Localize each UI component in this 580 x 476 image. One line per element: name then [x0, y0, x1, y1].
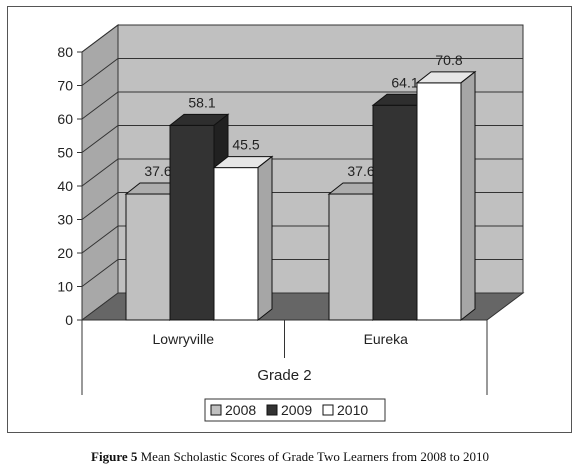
y-tick-label: 20 [57, 245, 73, 261]
data-label: 70.8 [435, 52, 462, 68]
caption-text: Mean Scholastic Scores of Grade Two Lear… [137, 449, 489, 464]
category-label: Eureka [364, 331, 409, 347]
y-tick-label: 60 [57, 111, 73, 127]
legend-label: 2009 [281, 402, 312, 418]
gridline [81, 24, 523, 53]
data-label: 64.1 [391, 74, 418, 90]
gridline [81, 91, 523, 120]
bar-chart: 0 10 20 30 40 50 60 70 80 37.6 58.1 45.5 Lowryville 3… [57, 24, 525, 422]
bar-2008-Lowryville [125, 193, 171, 321]
legend-swatch [210, 404, 222, 416]
bar-side [460, 70, 476, 322]
data-label: 45.5 [232, 137, 259, 153]
category-label: Lowryville [153, 331, 215, 347]
y-tick-label: 50 [57, 145, 73, 161]
y-tick-label: 80 [57, 44, 73, 60]
bar-2008-Eureka [328, 193, 374, 321]
bar-2009-Lowryville [169, 124, 215, 321]
bar-side [257, 155, 273, 322]
legend-label: 2010 [337, 402, 368, 418]
y-tick-label: 0 [65, 312, 73, 328]
data-label: 58.1 [188, 94, 215, 110]
y-tick-label: 40 [57, 178, 73, 194]
legend-box [204, 398, 386, 422]
bar-2009-Eureka [372, 104, 418, 321]
data-label: 37.6 [144, 163, 171, 179]
bar-2010-Eureka [416, 82, 462, 321]
caption-label: Figure 5 [91, 449, 138, 464]
y-tick-label: 30 [57, 212, 73, 228]
figure-caption: Figure 5 Mean Scholastic Scores of Grade… [0, 449, 580, 465]
y-tick-label: 70 [57, 78, 73, 94]
y-tick-label: 10 [57, 279, 73, 295]
data-label: 37.6 [347, 163, 374, 179]
legend-label: 2008 [225, 402, 256, 418]
legend-swatch [266, 404, 278, 416]
legend-swatch [322, 404, 334, 416]
bar-2010-Lowryville [213, 167, 259, 321]
gridline [81, 58, 523, 86]
group-label: Grade 2 [257, 367, 311, 384]
